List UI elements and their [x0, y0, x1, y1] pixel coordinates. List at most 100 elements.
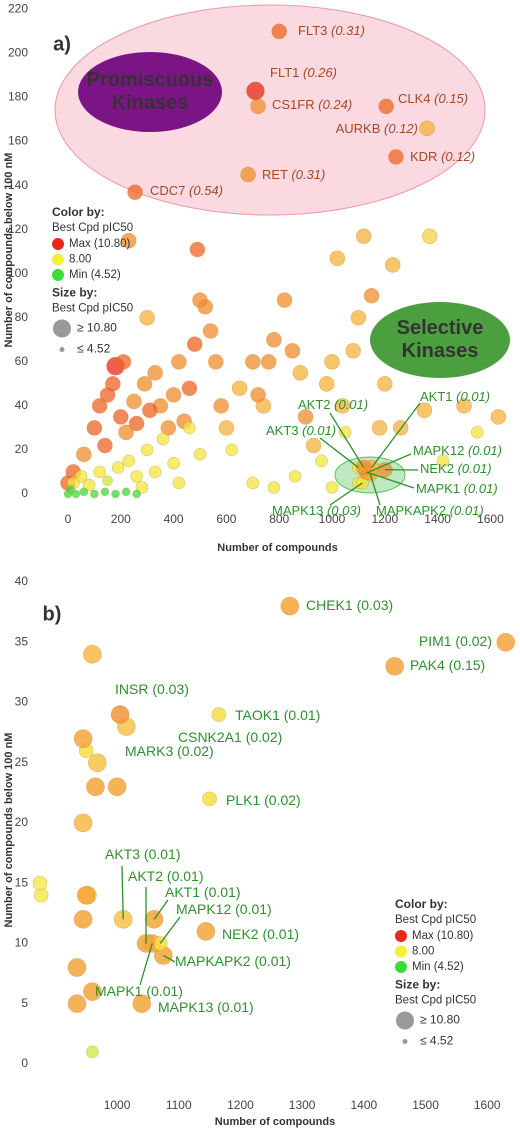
- legend-label: ≤ 4.52: [420, 1034, 454, 1048]
- data-point: [73, 910, 93, 929]
- data-point: [167, 456, 180, 470]
- data-point: [102, 475, 113, 487]
- point-label-name: MAPK1 (0.01): [95, 983, 183, 999]
- point-label: AKT2 (0.01): [128, 868, 203, 884]
- data-point: [142, 402, 158, 419]
- legend-size-swatch: [53, 319, 71, 338]
- data-point: [100, 487, 110, 497]
- x-tick-label: 1200: [371, 512, 398, 526]
- legend-swatch: [52, 269, 64, 281]
- data-point: [165, 387, 182, 403]
- data-point: [388, 149, 404, 165]
- data-point: [111, 461, 125, 474]
- data-point: [122, 454, 136, 468]
- data-point: [245, 354, 261, 370]
- data-point: [266, 332, 282, 348]
- data-point: [112, 409, 129, 425]
- data-point: [76, 446, 92, 463]
- data-point: [490, 409, 507, 425]
- data-point: [132, 489, 141, 499]
- data-point: [211, 707, 227, 722]
- data-point: [172, 476, 186, 490]
- point-label-note: (0.54): [189, 183, 223, 198]
- data-point: [496, 632, 516, 652]
- data-point: [250, 387, 266, 403]
- x-tick-label: 1000: [319, 512, 346, 526]
- data-point: [315, 454, 328, 468]
- point-label: MAPK12 (0.01): [413, 443, 502, 458]
- point-label: MAPK12 (0.01): [176, 901, 272, 917]
- x-tick-label: 1100: [166, 1098, 192, 1112]
- leader-line: [153, 899, 169, 920]
- data-point: [280, 596, 300, 616]
- point-label-note: (0.01): [458, 461, 492, 476]
- data-point: [120, 232, 137, 249]
- data-point: [32, 875, 48, 891]
- legend-swatch: [52, 238, 64, 250]
- point-label: CDC7 (0.54): [150, 183, 223, 198]
- data-point: [73, 729, 93, 748]
- data-point: [271, 23, 288, 40]
- point-label-name: NEK2: [420, 461, 454, 476]
- data-point: [325, 481, 339, 494]
- data-point: [76, 885, 96, 905]
- data-point: [99, 387, 116, 403]
- data-point: [421, 228, 438, 245]
- data-point: [67, 958, 87, 977]
- y-tick-label: 40: [15, 574, 29, 588]
- point-label: RET (0.31): [262, 167, 325, 182]
- y-tick-label: 20: [15, 442, 29, 456]
- data-point: [111, 489, 120, 499]
- legend-label: Min (4.52): [69, 269, 121, 281]
- data-point: [86, 777, 105, 797]
- point-label-name: AKT3 (0.01): [105, 846, 180, 862]
- legend-subtitle: Best Cpd pIC50: [52, 303, 133, 315]
- point-label: MAPK13 (0.03): [272, 503, 361, 518]
- leader-line: [121, 865, 124, 920]
- y-tick-label: 15: [15, 875, 29, 889]
- point-label: CS1FR (0.24): [272, 97, 352, 112]
- data-point: [416, 402, 433, 419]
- data-point: [225, 443, 238, 457]
- legend-label: Min (4.52): [412, 961, 464, 973]
- data-point: [246, 81, 265, 101]
- data-point: [139, 309, 155, 326]
- y-tick-label: 10: [15, 936, 29, 950]
- point-label: MAPKAPK2 (0.01): [376, 503, 484, 518]
- point-label: TAOK1 (0.01): [235, 707, 320, 723]
- point-label: FLT3 (0.31): [298, 23, 365, 38]
- y-tick-label: 30: [15, 695, 29, 709]
- y-tick-label: 35: [15, 634, 29, 648]
- legend-label: ≥ 10.80: [77, 321, 117, 335]
- data-point: [126, 393, 142, 410]
- x-tick-label: 1400: [424, 512, 451, 526]
- point-label: PLK1 (0.02): [226, 792, 301, 808]
- point-label-note: (0.01): [456, 389, 490, 404]
- point-label-note: (0.31): [331, 23, 365, 38]
- data-point: [86, 1045, 99, 1059]
- leader-line: [163, 954, 176, 963]
- data-point: [276, 292, 293, 308]
- data-point: [183, 421, 196, 435]
- point-label-note: (0.12): [441, 149, 475, 164]
- leader-line: [139, 943, 153, 986]
- point-label-name: MAPKAPK2: [376, 503, 446, 518]
- data-point: [171, 354, 187, 370]
- point-label-note: (0.12): [384, 121, 418, 136]
- data-point: [246, 476, 260, 490]
- y-axis-title: Number of compounds below 100 nM: [3, 733, 15, 928]
- point-label-name: CS1FR: [272, 97, 315, 112]
- x-tick-label: 400: [164, 512, 184, 526]
- data-point: [147, 365, 163, 381]
- point-label-name: AKT1: [420, 389, 453, 404]
- point-label-name: KDR: [410, 149, 437, 164]
- data-point: [324, 354, 340, 370]
- legend-label: 8.00: [412, 946, 434, 958]
- annotation-text: Kinases: [402, 340, 479, 362]
- point-label-name: FLT1: [270, 65, 299, 80]
- data-point: [378, 98, 394, 115]
- data-point: [355, 228, 372, 245]
- point-label: INSR (0.03): [115, 681, 189, 697]
- data-point: [130, 470, 143, 483]
